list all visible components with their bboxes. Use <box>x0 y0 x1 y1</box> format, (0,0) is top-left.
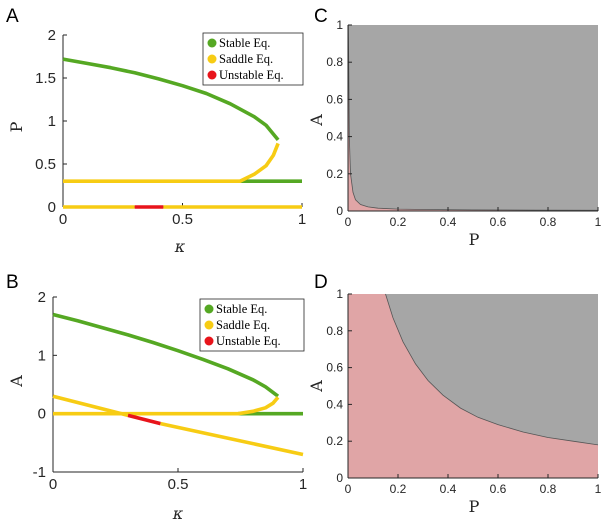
y-tick-label: 0 <box>38 406 46 423</box>
unstable-eq-series-line <box>127 413 161 426</box>
legend-unstable-label: Unstable Eq. <box>219 68 284 82</box>
x-tick-label: 0 <box>59 211 67 228</box>
panel-b-legend: Stable Eq. Saddle Eq. Unstable Eq. <box>199 298 305 352</box>
legend-stable-marker <box>207 38 217 48</box>
panel-a-ylabel: P <box>7 121 26 132</box>
panel-d: D 0 0.2 0.4 0.6 0.8 1 0 0.2 0.4 0.6 0.8 1 P A <box>307 272 602 516</box>
panel-d-xlabel: P <box>469 497 480 516</box>
panel-letter-c: C <box>314 6 328 27</box>
panel-letter-d: D <box>314 272 328 293</box>
x-tick-label: 0.2 <box>390 215 407 229</box>
legend-stable-marker <box>204 304 214 314</box>
panel-a-legend: Stable Eq. Saddle Eq. Unstable Eq. <box>202 32 304 86</box>
y-tick-label: 0.4 <box>326 397 343 411</box>
panel-a-legend-box <box>202 32 304 86</box>
x-tick-label: 0.4 <box>440 482 457 496</box>
x-tick-label: 0.2 <box>390 482 407 496</box>
legend-stable-label: Stable Eq. <box>216 302 267 316</box>
y-tick-label: 1 <box>48 113 56 130</box>
y-tick-label: 0.4 <box>326 130 343 144</box>
panel-a-xlabel: κ <box>174 237 186 256</box>
legend-stable-label: Stable Eq. <box>219 36 270 50</box>
x-tick-label: 1 <box>595 215 602 229</box>
panel-letter-a: A <box>6 6 19 27</box>
y-tick-label: 0.2 <box>326 434 343 448</box>
y-tick-label: -1 <box>33 464 46 481</box>
legend-unstable-marker <box>204 336 214 346</box>
basin-boundary-line <box>385 293 599 446</box>
x-tick-label: 0.8 <box>540 215 557 229</box>
basin-region-gray <box>348 25 598 211</box>
y-tick-label: 0.8 <box>326 324 343 338</box>
x-tick-label: 0 <box>345 482 352 496</box>
x-tick-label: 0.6 <box>490 215 507 229</box>
panel-c-xlabel: P <box>469 230 480 249</box>
basin-boundary-line <box>347 24 599 211</box>
basin-region-gray <box>385 294 598 445</box>
y-tick-label: 0 <box>336 471 343 485</box>
panel-c: C 0 0.2 0.4 0.6 0.8 1 0 0.2 0.4 0.6 0.8 1 P A <box>307 6 602 249</box>
panel-b-xlabel: κ <box>172 504 184 523</box>
y-tick-label: 0 <box>48 199 56 216</box>
y-tick-label: 2 <box>48 27 56 44</box>
panel-b-legend-box <box>199 298 305 352</box>
y-tick-label: 0 <box>336 204 343 218</box>
panel-c-ylabel: A <box>307 114 326 127</box>
y-tick-label: 1 <box>336 18 343 32</box>
stable-eq-series-line <box>62 57 280 142</box>
saddle-eq-series-line <box>160 421 304 457</box>
panel-a: A 0 0.5 1 0 0.5 1 1.5 2 κ P Stable Eq. Saddle E… <box>6 6 306 256</box>
y-tick-label: 0.2 <box>326 167 343 181</box>
panel-letter-b: B <box>6 272 19 293</box>
saddle-eq-series-line <box>52 394 129 418</box>
x-tick-label: 0.5 <box>172 211 193 228</box>
legend-saddle-label: Saddle Eq. <box>219 52 273 66</box>
x-tick-label: 1 <box>299 476 307 493</box>
y-tick-label: 1.5 <box>35 70 56 87</box>
x-tick-label: 0 <box>49 476 57 493</box>
y-tick-label: 0.6 <box>326 361 343 375</box>
x-tick-label: 0 <box>345 215 352 229</box>
panel-b-ylabel: A <box>7 375 26 388</box>
legend-unstable-label: Unstable Eq. <box>216 334 281 348</box>
x-tick-label: 1 <box>595 482 602 496</box>
y-tick-label: 0.8 <box>326 55 343 69</box>
y-tick-label: 0.5 <box>35 156 56 173</box>
panel-d-ylabel: A <box>307 380 326 393</box>
x-tick-label: 1 <box>298 211 306 228</box>
legend-unstable-marker <box>207 70 217 80</box>
legend-saddle-marker <box>207 54 217 64</box>
legend-saddle-marker <box>204 320 214 330</box>
x-tick-label: 0.8 <box>540 482 557 496</box>
saddle-eq-series-line <box>63 142 280 183</box>
y-tick-label: 1 <box>38 347 46 364</box>
stable-eq-series-line <box>52 312 280 398</box>
y-tick-label: 1 <box>336 287 343 301</box>
x-tick-label: 0.5 <box>168 476 189 493</box>
y-tick-label: 0.6 <box>326 92 343 106</box>
x-tick-label: 0.6 <box>490 482 507 496</box>
legend-saddle-label: Saddle Eq. <box>216 318 270 332</box>
x-tick-label: 0.4 <box>440 215 457 229</box>
y-tick-label: 2 <box>38 289 46 306</box>
saddle-eq-series-line <box>53 396 280 416</box>
